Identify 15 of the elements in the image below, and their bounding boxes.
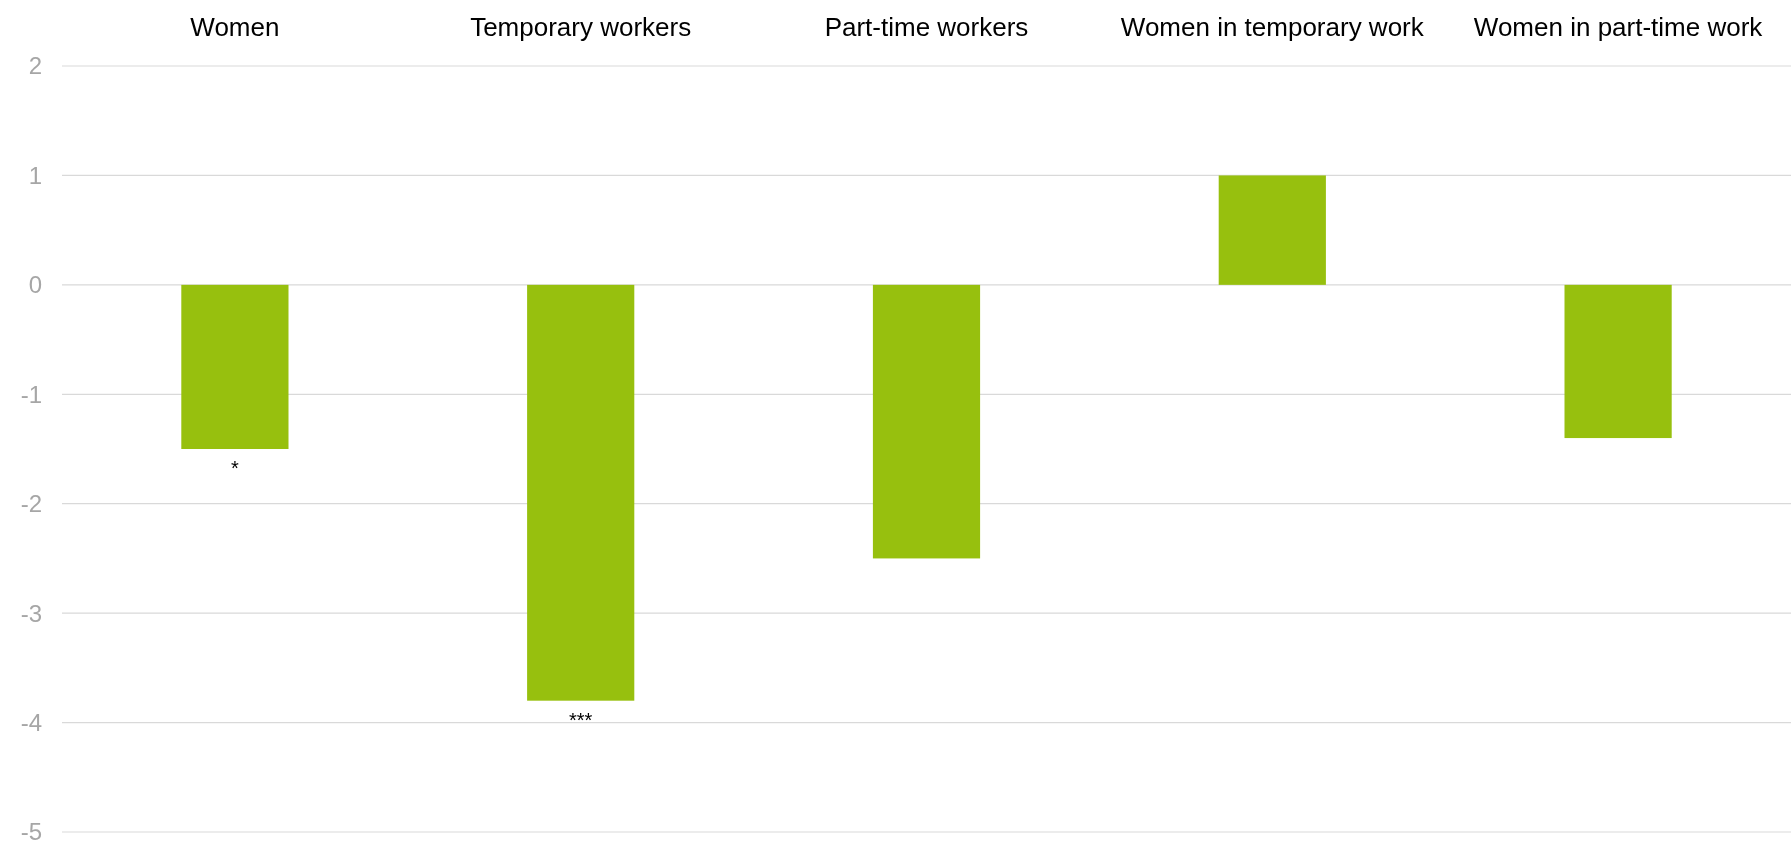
y-tick-label: 1 bbox=[28, 161, 42, 189]
annotation: * bbox=[231, 457, 239, 479]
x-tick-label: Women in part-time work bbox=[1473, 12, 1764, 42]
annotation: *** bbox=[569, 708, 593, 731]
y-tick-label: -3 bbox=[20, 599, 42, 627]
y-tick-label: 0 bbox=[28, 271, 42, 299]
x-tick-label: Temporary workers bbox=[470, 12, 692, 42]
x-tick-label: Women in temporary work bbox=[1120, 12, 1425, 42]
y-tick-label: -5 bbox=[20, 818, 42, 846]
x-tick-label: Part-time workers bbox=[824, 12, 1029, 42]
y-tick-label: -1 bbox=[20, 380, 42, 408]
y-tick-label: 2 bbox=[28, 52, 42, 80]
x-tick-label: Women bbox=[190, 12, 280, 42]
y-tick-label: -2 bbox=[20, 490, 42, 518]
y-tick-label: -4 bbox=[20, 708, 42, 736]
